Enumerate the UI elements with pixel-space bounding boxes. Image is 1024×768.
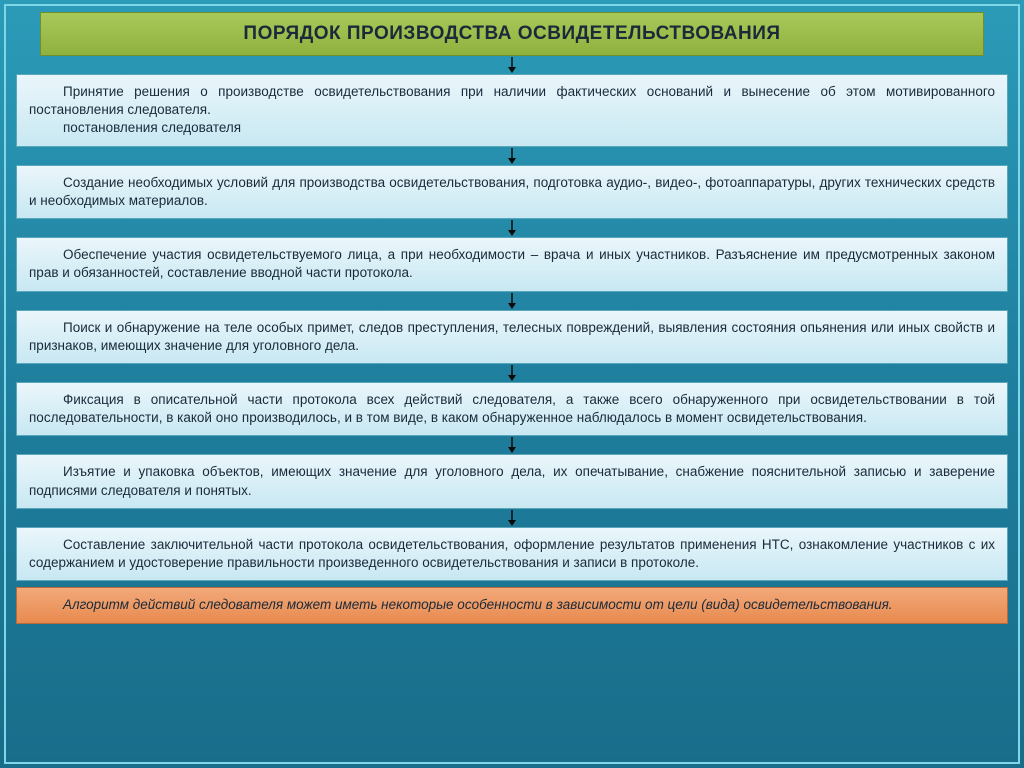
step-text: Принятие решения о производстве освидете… (29, 83, 995, 119)
title-box: ПОРЯДОК ПРОИЗВОДСТВА ОСВИДЕТЕЛЬСТВОВАНИЯ (40, 12, 984, 56)
arrow-down-icon (14, 364, 1010, 382)
step-box: Составление заключительной части протоко… (16, 527, 1008, 581)
step-text: Составление заключительной части протоко… (29, 536, 995, 572)
title-text: ПОРЯДОК ПРОИЗВОДСТВА ОСВИДЕТЕЛЬСТВОВАНИЯ (243, 23, 780, 44)
step-text: Фиксация в описательной части протокола … (29, 391, 995, 427)
step-text: Поиск и обнаружение на теле особых приме… (29, 319, 995, 355)
arrow-down-icon (14, 292, 1010, 310)
step-box: Принятие решения о производстве освидете… (16, 74, 1008, 147)
arrow-down-icon (14, 219, 1010, 237)
step-box: Изъятие и упаковка объектов, имеющих зна… (16, 454, 1008, 508)
arrow-down-icon (14, 509, 1010, 527)
arrow-down-icon (14, 147, 1010, 165)
step-box: Фиксация в описательной части протокола … (16, 382, 1008, 436)
step-box: Поиск и обнаружение на теле особых приме… (16, 310, 1008, 364)
step-box: Создание необходимых условий для произво… (16, 165, 1008, 219)
note-box: Алгоритм действий следователя может имет… (16, 587, 1008, 623)
step-text: Изъятие и упаковка объектов, имеющих зна… (29, 463, 995, 499)
arrow-down-icon (14, 436, 1010, 454)
note-text: Алгоритм действий следователя может имет… (29, 596, 995, 614)
arrow-down-icon (14, 56, 1010, 74)
step-text: Создание необходимых условий для произво… (29, 174, 995, 210)
step-box: Обеспечение участия освидетельствуемого … (16, 237, 1008, 291)
slide-frame: ПОРЯДОК ПРОИЗВОДСТВА ОСВИДЕТЕЛЬСТВОВАНИЯ… (4, 4, 1020, 764)
step-text: Обеспечение участия освидетельствуемого … (29, 246, 995, 282)
step-text-extra: постановления следователя (29, 119, 995, 137)
